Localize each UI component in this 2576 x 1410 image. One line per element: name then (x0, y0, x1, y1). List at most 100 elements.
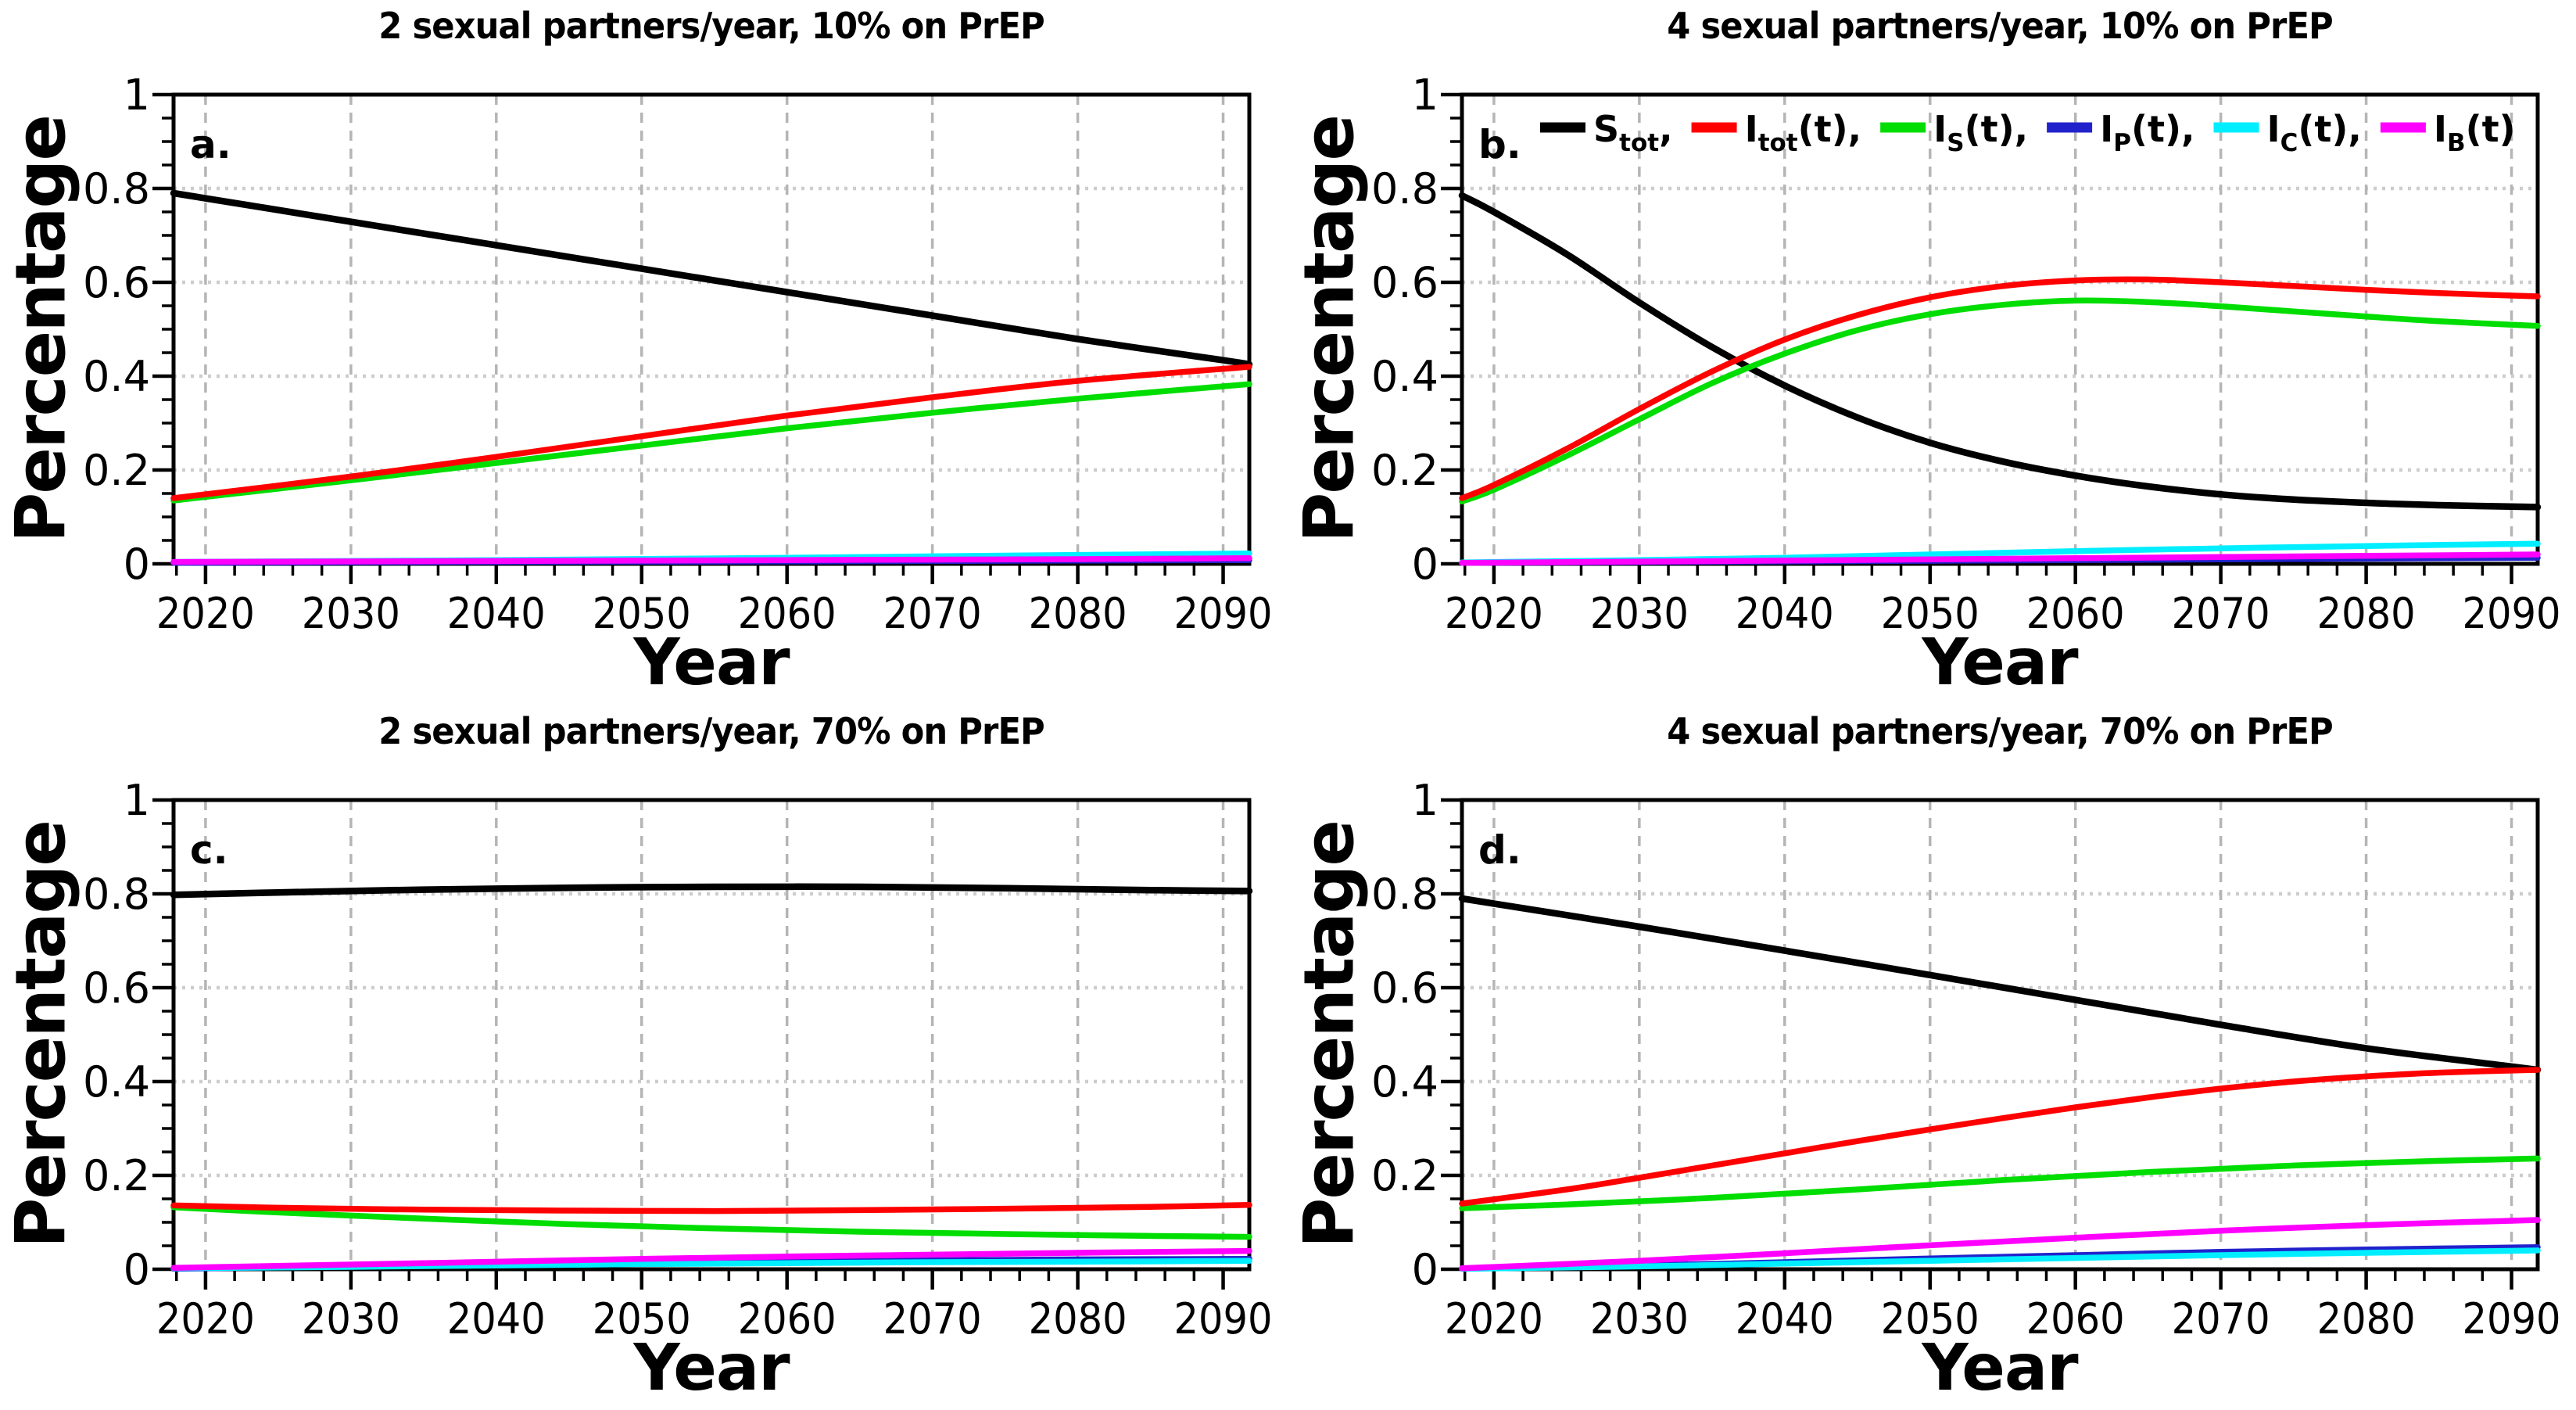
panel-a-plot: 2020 2030 2040 2050 2060 2070 2080 2090 0 0.2 0.4 0… (0, 0, 1288, 705)
axis-ticks (1441, 92, 2513, 584)
tick-labels: 2020 2030 2040 2050 2060 2070 2080 2090 0 0.2 0.4 0… (83, 776, 1273, 1344)
panel-c-title: 2 sexual partners/year, 70% on PrEP (378, 710, 1045, 752)
series-I_B-line (1459, 551, 2541, 566)
panel-a-xlabel: Year (633, 626, 790, 700)
tick-labels: 2020 2030 2040 2050 2060 2070 2080 2090 0 0.2 0.4 0… (83, 70, 1273, 638)
legend-label-I_tot: Itot(t), (1745, 108, 1862, 157)
panel-a: 2020 2030 2040 2050 2060 2070 2080 2090 0 0.2 0.4 0… (0, 0, 1288, 705)
y-tick-label: 1 (1412, 70, 1438, 120)
x-tick-label: 2040 (447, 589, 546, 638)
x-tick-label: 2050 (593, 589, 691, 638)
x-tick-label: 2080 (2317, 1294, 2416, 1344)
plot-frame (1460, 92, 2540, 566)
series-I_C-line (1459, 1247, 2541, 1272)
panel-letter-a: a. (190, 122, 231, 167)
y-tick-label: 0 (124, 1245, 150, 1294)
x-tick-label: 2090 (2463, 1294, 2561, 1344)
panel-b-xlabel: Year (1922, 626, 2078, 700)
x-tick-label: 2060 (2026, 1294, 2125, 1344)
panel-letter-c: c. (190, 827, 228, 873)
series-S_tot-line (1458, 895, 2542, 1074)
y-tick-label: 0.4 (1371, 352, 1438, 401)
panel-c: 2020 2030 2040 2050 2060 2070 2080 2090 0 0.2 0.4 0… (0, 705, 1288, 1410)
y-tick-label: 0.8 (83, 164, 150, 213)
y-tick-label: 0.2 (83, 446, 150, 495)
y-tick-label: 1 (124, 70, 150, 120)
y-tick-label: 0.6 (1371, 258, 1438, 307)
panel-c-ylabel: Percentage (0, 820, 81, 1249)
y-tick-label: 0 (1412, 1245, 1438, 1294)
gridlines (174, 95, 1249, 564)
panel-b-plot-svg: 2020 2030 2040 2050 2060 2070 2080 2090 0 0.2 0.4 0… (1371, 70, 2561, 638)
panel-c-plot-svg: 2020 2030 2040 2050 2060 2070 2080 2090 0 0.2 0.4 0… (83, 776, 1273, 1344)
panel-d-plot: 2020 2030 2040 2050 2060 2070 2080 2090 0 0.2 0.4 0… (1288, 705, 2576, 1410)
x-tick-label: 2070 (883, 589, 982, 638)
x-tick-label: 2050 (593, 1294, 691, 1344)
series-I_tot-line (1459, 1067, 2541, 1207)
series-I_S-line (1459, 1155, 2541, 1211)
legend: Stot, Itot(t), IS(t), IP(t), IC(t), IB(t) (1540, 108, 2516, 157)
panel-a-title: 2 sexual partners/year, 10% on PrEP (378, 5, 1045, 47)
y-tick-label: 0.2 (1371, 446, 1438, 495)
series-I_B-line (170, 1247, 1252, 1271)
axis-ticks (152, 92, 1225, 584)
x-tick-label: 2080 (1029, 589, 1127, 638)
panel-d-title: 4 sexual partners/year, 70% on PrEP (1667, 710, 2334, 752)
x-tick-label: 2020 (1445, 1294, 1543, 1344)
x-tick-label: 2040 (1736, 1294, 1834, 1344)
x-tick-label: 2060 (2026, 589, 2125, 638)
panel-d-ylabel: Percentage (1288, 820, 1370, 1249)
series-I_tot-line (170, 364, 1252, 501)
panel-b: 2020 2030 2040 2050 2060 2070 2080 2090 0 0.2 0.4 0… (1288, 0, 2576, 705)
y-tick-label: 1 (1412, 776, 1438, 825)
plot-frame (171, 92, 1252, 566)
x-tick-label: 2070 (2172, 1294, 2270, 1344)
y-tick-label: 0.2 (1371, 1151, 1438, 1200)
panel-c-xlabel: Year (633, 1331, 790, 1405)
y-tick-label: 0.8 (83, 870, 150, 919)
panel-b-ylabel: Percentage (1288, 115, 1370, 544)
series-I_S-line (170, 1204, 1252, 1240)
legend-label-S_tot: Stot, (1593, 108, 1673, 157)
x-tick-label: 2080 (2317, 589, 2416, 638)
series-S_tot-line (1458, 192, 2542, 511)
series-I_B-line (170, 555, 1252, 565)
panel-d: 2020 2030 2040 2050 2060 2070 2080 2090 0 0.2 0.4 0… (1288, 705, 2576, 1410)
plot-frame (171, 798, 1252, 1272)
panel-d-xlabel: Year (1922, 1331, 2078, 1405)
x-tick-label: 2030 (302, 589, 400, 638)
panel-a-plot-svg: 2020 2030 2040 2050 2060 2070 2080 2090 0 0.2 0.4 0… (83, 70, 1273, 638)
series-lines (1458, 192, 2542, 566)
legend-label-I_C: IC(t), (2266, 108, 2361, 157)
series-I_S-line (170, 381, 1252, 504)
y-tick-label: 0 (124, 540, 150, 589)
gridlines (1462, 95, 2538, 564)
gridlines (174, 800, 1249, 1269)
x-tick-label: 2060 (738, 589, 837, 638)
panel-b-title: 4 sexual partners/year, 10% on PrEP (1667, 5, 2334, 47)
x-tick-label: 2050 (1881, 589, 1979, 638)
series-I_tot-line (1459, 276, 2541, 501)
x-tick-label: 2020 (156, 1294, 255, 1344)
x-tick-label: 2070 (2172, 589, 2270, 638)
legend-label-I_B: IB(t) (2434, 108, 2516, 157)
x-tick-label: 2050 (1881, 1294, 1979, 1344)
series-S_tot-line (170, 883, 1253, 899)
panel-a-ylabel: Percentage (0, 115, 81, 544)
y-tick-label: 0.4 (83, 352, 150, 401)
x-tick-label: 2090 (1174, 1294, 1273, 1344)
tick-labels: 2020 2030 2040 2050 2060 2070 2080 2090 0 0.2 0.4 0… (1371, 70, 2561, 638)
y-tick-label: 1 (124, 776, 150, 825)
series-S_tot-line (170, 189, 1253, 368)
x-tick-label: 2060 (738, 1294, 837, 1344)
x-tick-label: 2040 (1736, 589, 1834, 638)
x-tick-label: 2030 (1590, 589, 1689, 638)
x-tick-label: 2090 (1174, 589, 1273, 638)
panel-d-plot-svg: 2020 2030 2040 2050 2060 2070 2080 2090 0 0.2 0.4 0… (1371, 776, 2561, 1344)
y-tick-label: 0.4 (1371, 1057, 1438, 1107)
y-tick-label: 0 (1412, 540, 1438, 589)
tick-labels: 2020 2030 2040 2050 2060 2070 2080 2090 0 0.2 0.4 0… (1371, 776, 2561, 1344)
axis-ticks (152, 798, 1225, 1290)
series-lines (170, 883, 1253, 1272)
